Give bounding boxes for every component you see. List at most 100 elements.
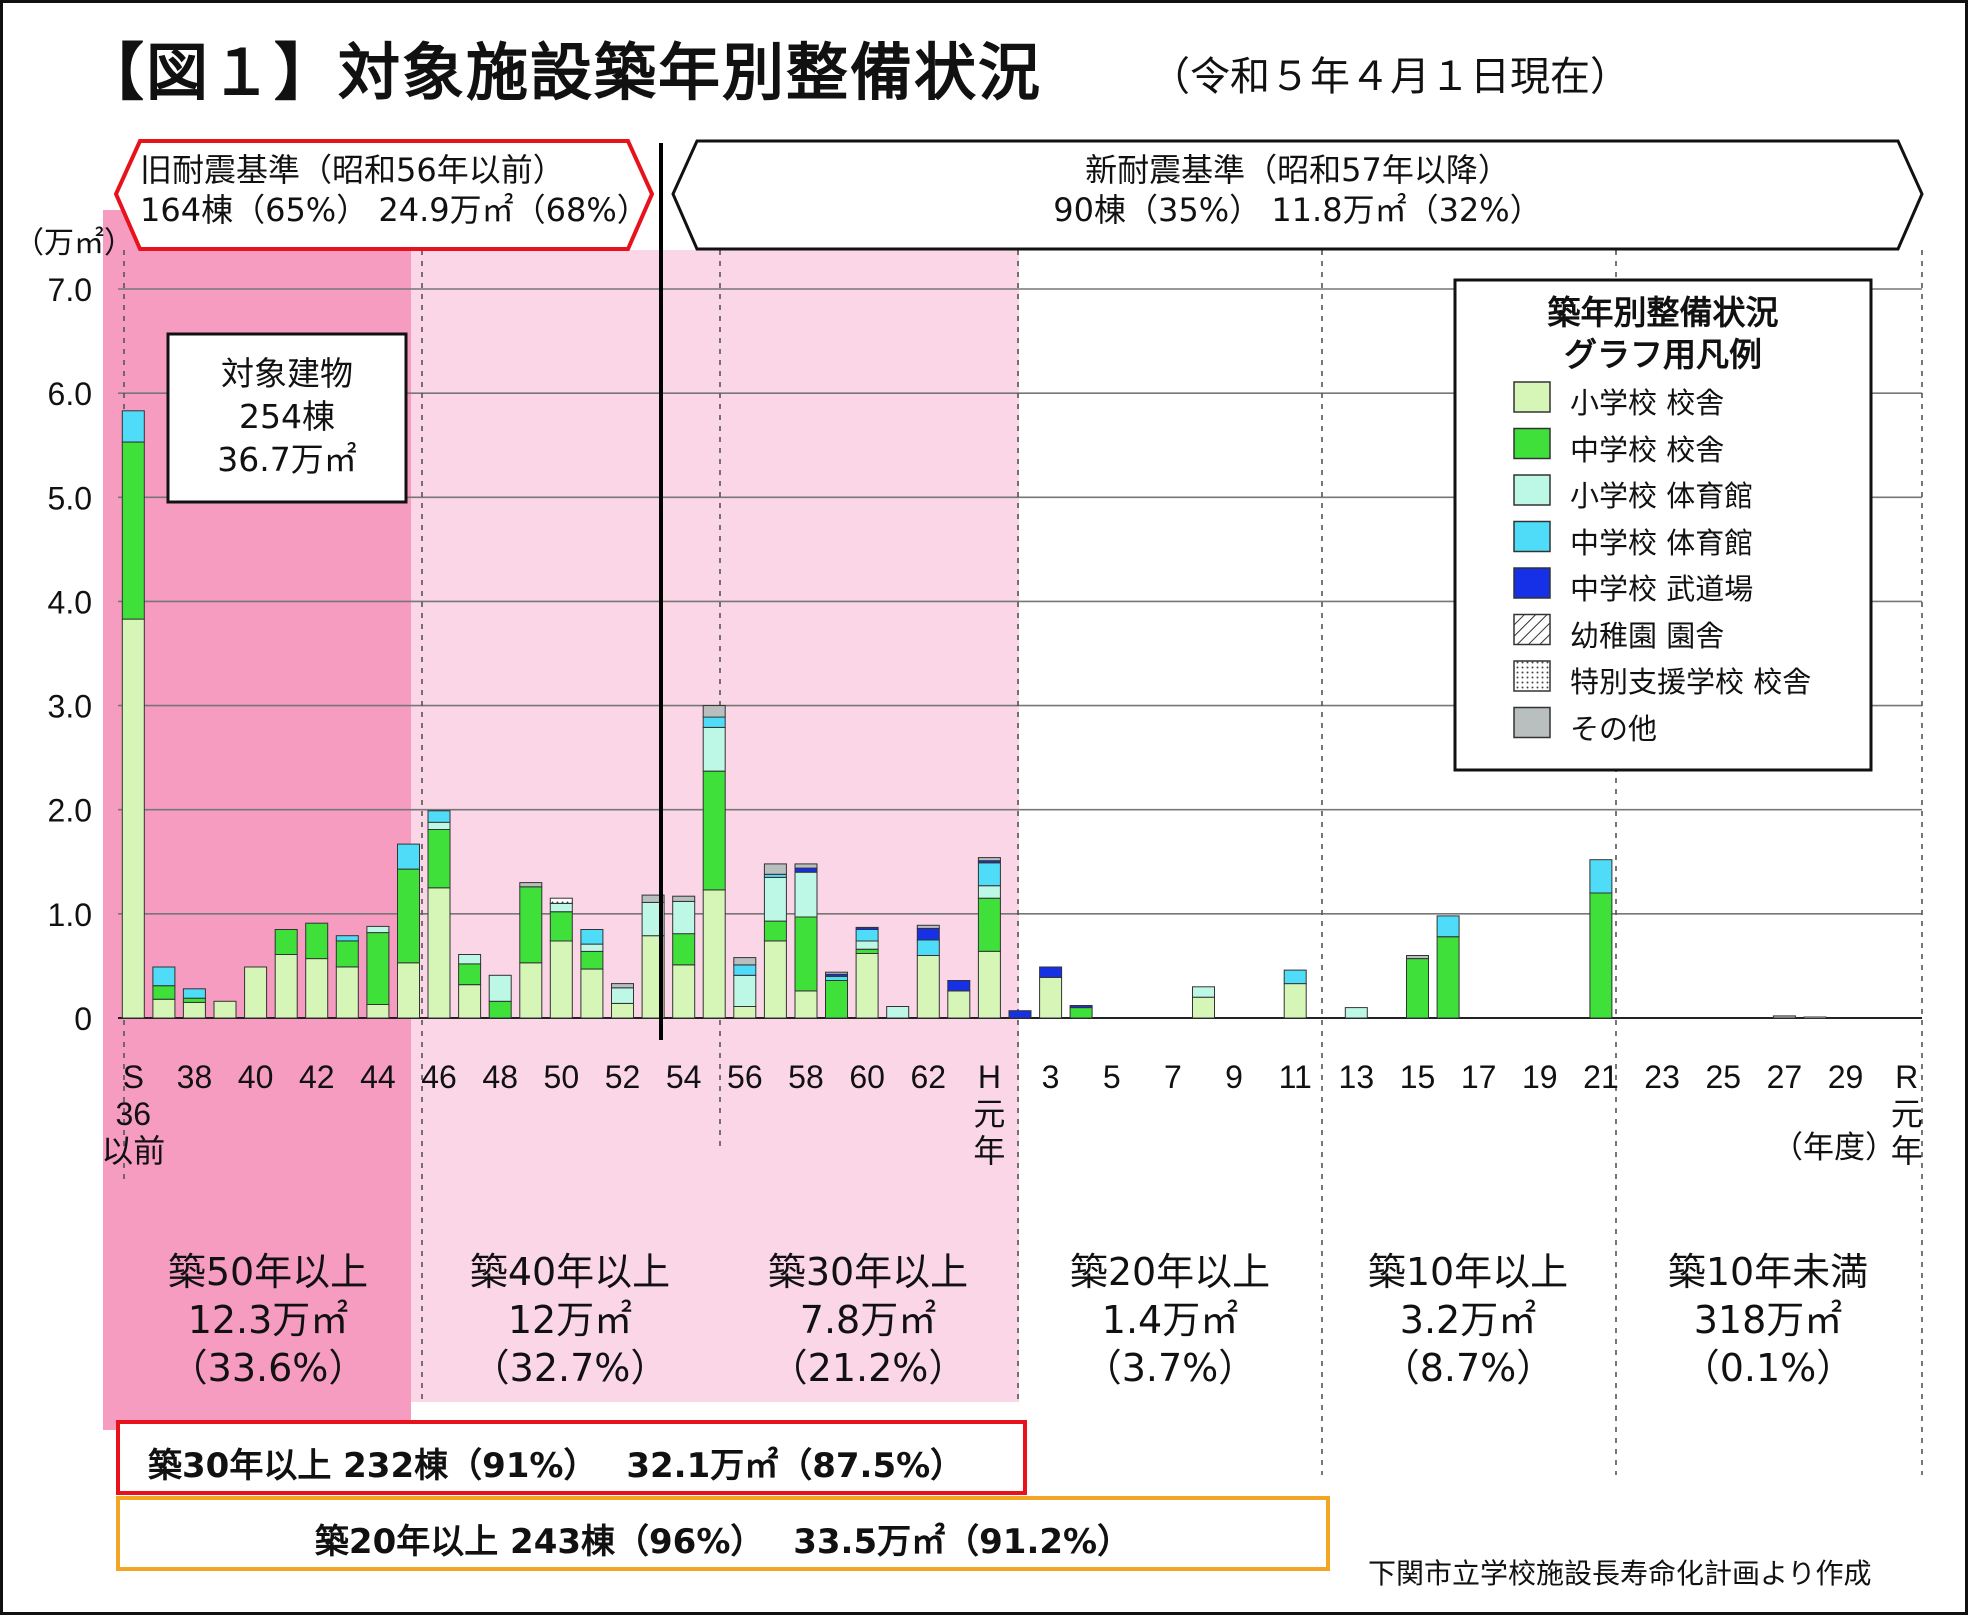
bar-segment (672, 933, 696, 966)
old-standard-line1: 旧耐震基準（昭和56年以前） (140, 151, 565, 189)
age-group: 築10年以上 3.2万㎡ （8.7%） (1318, 1248, 1618, 1392)
bar-segment (121, 618, 145, 1019)
x-tick-label: 62 (910, 1059, 946, 1095)
bar-segment (519, 882, 543, 888)
bar-segment (519, 962, 543, 1019)
bar-segment (702, 705, 726, 718)
age-group: 築20年以上 1.4万㎡ （3.7%） (1020, 1248, 1320, 1392)
new-standard-line1: 新耐震基準（昭和57年以降） (1085, 151, 1510, 189)
bar-segment (855, 952, 879, 1019)
bar-segment (121, 410, 145, 443)
bar-segment (488, 1000, 512, 1019)
bar-segment (549, 902, 573, 913)
bar-segment (947, 990, 971, 1019)
legend-item-label: その他 (1570, 711, 1658, 746)
bar-segment (825, 971, 848, 975)
age-group: 築40年以上 12万㎡ （32.7%） (420, 1248, 720, 1392)
bar-segment (825, 980, 848, 1019)
bar-segment (366, 925, 390, 934)
y-tick-label: 7.0 (48, 272, 92, 308)
bar-segment (702, 770, 726, 891)
bar-segment (458, 984, 482, 1019)
summary-30-box (116, 1420, 1027, 1495)
bar-segment (366, 1004, 390, 1019)
legend-item-label: 幼稚園 園舎 (1570, 618, 1725, 653)
bar-segment (1192, 996, 1215, 1019)
x-tick-label: 38 (177, 1059, 213, 1095)
bar-segment (855, 940, 879, 950)
bar-segment (580, 929, 604, 945)
legend-swatch (1513, 381, 1551, 413)
bar-segment (733, 964, 757, 976)
x-tick-label: 56 (727, 1059, 763, 1095)
x-tick-label: 29 (1828, 1059, 1864, 1095)
bar-segment (335, 935, 359, 942)
bar-segment (397, 843, 420, 870)
old-standard-banner (113, 139, 655, 251)
bar-segment (458, 954, 482, 965)
bar-segment (672, 964, 696, 1019)
bar-segment (1589, 892, 1613, 1019)
bar-segment (519, 886, 543, 964)
old-standard-text: 旧耐震基準（昭和56年以前） 164棟（65%） 24.9万㎡（68%） (140, 150, 649, 230)
bar-segment (825, 975, 848, 981)
age-group-label: 築40年以上 (469, 1250, 671, 1294)
bar-segment (794, 990, 818, 1019)
bar-segment (794, 916, 818, 992)
bar-segment (916, 927, 940, 941)
x-tick-label: 7 (1164, 1059, 1182, 1095)
legend-title: 築年別整備状況 グラフ用凡例 (1547, 293, 1779, 374)
bar-segment (152, 966, 176, 987)
source-note: 下関市立学校施設長寿命化計画より作成 (1368, 1557, 1872, 1590)
bar-segment (763, 920, 787, 942)
legend-swatches (1513, 381, 1551, 739)
x-tick-label: 5 (1103, 1059, 1121, 1095)
x-tick-label: 23 (1644, 1059, 1680, 1095)
x-tick-label: 17 (1461, 1059, 1497, 1095)
bar-segment (182, 997, 206, 1003)
bar-segment (763, 940, 787, 1019)
bar-segment (305, 958, 329, 1019)
bar-segment (121, 441, 145, 620)
bar-segment (611, 987, 634, 1004)
bar-segment (549, 940, 573, 1019)
bar-segment (763, 863, 787, 875)
age-group: 築10年未満 318万㎡ （0.1%） (1618, 1248, 1918, 1392)
bar-segment (488, 974, 512, 1002)
x-axis-ticks: S 36 以前 38 40 42 44 46 48 50 52 54 56 58 60 62 H 元年 3 5 7 9 11… (101, 1059, 1922, 1169)
legend-swatch (1513, 520, 1551, 553)
age-group-label: 築30年以上 (767, 1250, 969, 1294)
bar-segment (427, 829, 451, 889)
bar-segment (427, 821, 451, 831)
total-label: 対象建物 (221, 354, 353, 393)
bar-segment (1589, 859, 1613, 894)
bar-segment (794, 871, 818, 918)
age-group-area: 7.8万㎡ (799, 1298, 937, 1342)
bar-segment (763, 876, 787, 922)
bar-segment (397, 962, 420, 1019)
x-tick-label: 40 (238, 1059, 274, 1095)
x-tick-label: 11 (1279, 1059, 1312, 1095)
age-group-label: 築10年以上 (1367, 1250, 1569, 1294)
total-area: 36.7万㎡ (217, 440, 357, 479)
bar-segment (733, 974, 757, 1007)
bar-segment (702, 889, 726, 1019)
x-tick-label: 19 (1522, 1059, 1558, 1095)
bar-segment (1008, 1010, 1032, 1019)
new-standard-text: 新耐震基準（昭和57年以降） 90棟（35%） 11.8万㎡（32%） (697, 150, 1898, 230)
bar-segment (794, 863, 818, 869)
bar-segment (977, 857, 1001, 862)
bar-segment (335, 966, 359, 1019)
x-tick-label: 50 (544, 1059, 580, 1095)
x-tick-label: 54 (666, 1059, 702, 1095)
age-group-pct: （21.2%） (769, 1346, 967, 1390)
bar-segment (1039, 976, 1063, 1019)
legend-swatch (1513, 613, 1551, 646)
bar-segment (244, 966, 268, 1019)
bar-segment (916, 955, 940, 1019)
age-group-area: 1.4万㎡ (1101, 1298, 1239, 1342)
bar-segment (977, 950, 1001, 1019)
y-axis-ticks: 0 1.0 2.0 3.0 4.0 5.0 6.0 7.0 (48, 272, 92, 1037)
bar-segment (1344, 1007, 1368, 1019)
bar-segment (1283, 983, 1307, 1019)
